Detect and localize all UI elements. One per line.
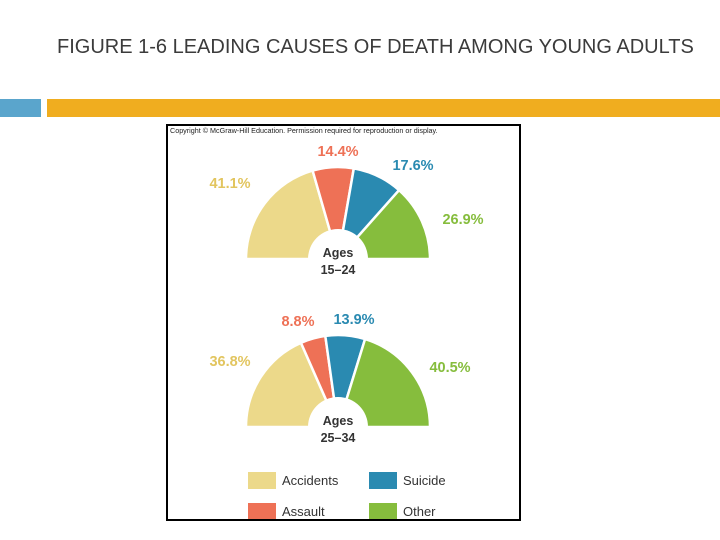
group-label-2: Ages [323, 414, 354, 428]
legend-label-assault: Assault [282, 504, 325, 519]
legend-label-other: Other [403, 504, 436, 519]
legend-label-suicide: Suicide [403, 473, 446, 488]
page-title: FIGURE 1-6 LEADING CAUSES OF DEATH AMONG… [57, 34, 697, 61]
accent-bar-blue [0, 99, 41, 117]
data-label-assault-1: 14.4% [317, 144, 358, 160]
data-label-other-2: 40.5% [429, 360, 470, 376]
legend-swatch-accidents [248, 472, 276, 489]
slice-accidents-2 [244, 341, 340, 429]
chart-svg: Ages 15–24 41.1% 14.4% 17.6% 26.9% Ages 25–34 3… [209, 144, 484, 519]
legend-swatch-other [369, 503, 397, 519]
accent-bar-gold [47, 99, 720, 117]
legend-swatch-suicide [369, 472, 397, 489]
group-range-1: 15–24 [321, 263, 356, 277]
data-label-suicide-1: 17.6% [392, 158, 433, 174]
copyright-notice: Copyright © McGraw-Hill Education. Permi… [170, 126, 438, 135]
data-label-suicide-2: 13.9% [333, 312, 374, 328]
figure-title-text: LEADING CAUSES OF DEATH AMONG YOUNG ADUL… [172, 36, 694, 58]
data-label-accidents-1: 41.1% [209, 176, 250, 192]
slice-other-2 [336, 337, 432, 429]
chart-ages-15-24: Ages 15–24 41.1% 14.4% 17.6% 26.9% [209, 144, 483, 277]
figure-number: FIGURE 1-6 [57, 36, 168, 58]
chart-figure: Copyright © McGraw-Hill Education. Permi… [166, 124, 521, 521]
chart-ages-25-34: Ages 25–34 36.8% 8.8% 13.9% 40.5% [209, 312, 470, 445]
group-range-2: 25–34 [321, 431, 356, 445]
data-label-accidents-2: 36.8% [209, 354, 250, 370]
legend-label-accidents: Accidents [282, 473, 339, 488]
center-cutout-2 [308, 397, 368, 427]
chart-legend: Accidents Suicide Assault Other [248, 472, 446, 519]
legend-swatch-assault [248, 503, 276, 519]
center-cutout-1 [308, 229, 368, 259]
data-label-other-1: 26.9% [442, 212, 483, 228]
slice-accidents-1 [244, 169, 340, 261]
data-label-assault-2: 8.8% [281, 314, 314, 330]
group-label-1: Ages [323, 246, 354, 260]
